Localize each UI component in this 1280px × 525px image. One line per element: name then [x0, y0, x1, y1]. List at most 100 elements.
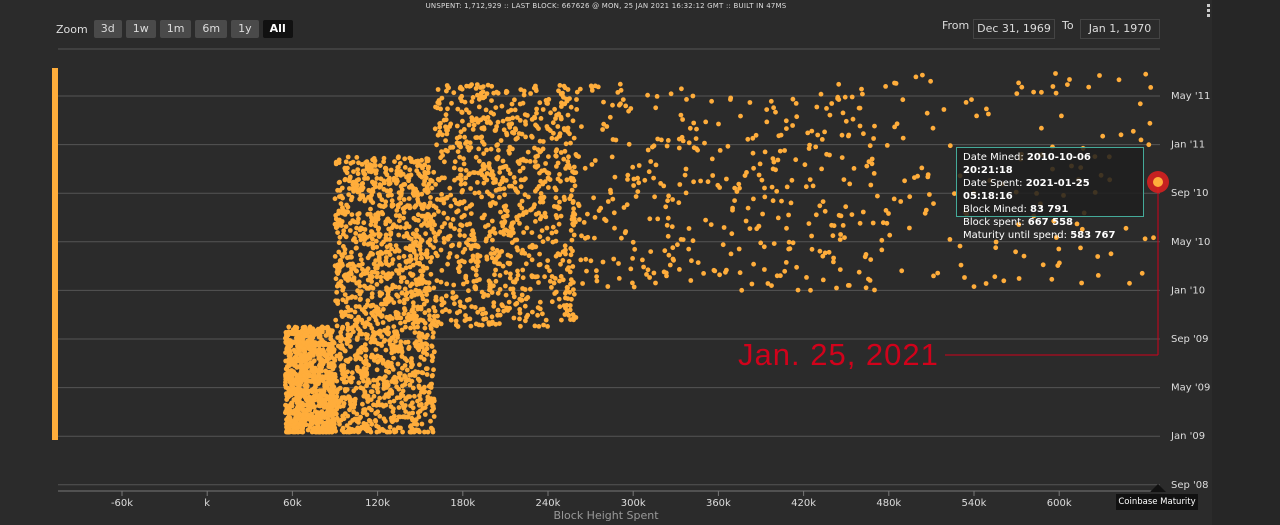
- data-point: [431, 305, 437, 310]
- data-point: [420, 165, 425, 171]
- data-point: [362, 171, 368, 177]
- data-point: [808, 287, 813, 293]
- more-menu-icon[interactable]: [1207, 4, 1211, 17]
- data-point: [457, 134, 463, 140]
- data-point: [437, 124, 443, 130]
- data-point: [433, 238, 438, 244]
- data-point: [355, 288, 360, 294]
- to-date-input[interactable]: Jan 1, 1970: [1080, 19, 1160, 39]
- data-point: [465, 144, 471, 150]
- data-point: [342, 176, 348, 182]
- data-point: [376, 329, 382, 335]
- data-point: [570, 118, 576, 124]
- data-point: [540, 139, 546, 144]
- data-point: [592, 235, 597, 241]
- data-point: [321, 397, 326, 403]
- data-point: [375, 270, 380, 276]
- data-point: [728, 97, 733, 102]
- data-point: [645, 147, 651, 153]
- data-point: [611, 210, 617, 216]
- data-point: [817, 203, 823, 209]
- data-point: [399, 327, 405, 333]
- data-point: [518, 177, 524, 183]
- data-point: [402, 156, 408, 162]
- data-point: [369, 325, 375, 331]
- zoom-1m-button[interactable]: 1m: [159, 20, 192, 38]
- data-point: [565, 285, 570, 291]
- data-point: [382, 203, 388, 209]
- data-point: [470, 253, 476, 259]
- data-point: [553, 229, 559, 235]
- data-point: [506, 232, 511, 238]
- data-point: [306, 346, 312, 352]
- data-point: [417, 408, 423, 414]
- data-point: [529, 134, 535, 140]
- data-point: [419, 191, 425, 197]
- data-point: [732, 185, 738, 191]
- data-point: [517, 310, 523, 316]
- data-point: [419, 370, 425, 375]
- data-point: [770, 166, 776, 172]
- data-point: [389, 350, 395, 356]
- data-point: [605, 284, 611, 289]
- zoom-3d-button[interactable]: 3d: [93, 20, 122, 38]
- data-point: [321, 413, 327, 418]
- data-point: [605, 199, 611, 204]
- data-point: [352, 322, 358, 328]
- data-point: [777, 148, 783, 154]
- data-point: [585, 234, 591, 240]
- data-point: [527, 244, 533, 250]
- data-point: [491, 283, 496, 289]
- data-point: [498, 229, 503, 235]
- data-point: [688, 278, 694, 283]
- data-point: [664, 222, 670, 228]
- data-point: [554, 204, 560, 210]
- data-point: [784, 126, 789, 131]
- zoom-6m-button[interactable]: 6m: [195, 20, 228, 38]
- data-point: [548, 110, 553, 116]
- data-point: [941, 107, 947, 112]
- data-point: [434, 297, 439, 303]
- data-point: [517, 101, 523, 107]
- data-point: [378, 274, 384, 280]
- data-point: [484, 171, 490, 176]
- data-point: [377, 428, 382, 434]
- data-point: [396, 374, 402, 380]
- data-point: [445, 261, 450, 267]
- data-point: [349, 212, 355, 218]
- data-point: [375, 306, 381, 311]
- data-point: [871, 171, 877, 176]
- data-point: [557, 172, 562, 177]
- data-point: [359, 331, 365, 337]
- data-point: [537, 306, 543, 312]
- data-point: [410, 321, 416, 327]
- data-point: [695, 260, 701, 265]
- data-point: [396, 405, 402, 410]
- data-point: [331, 339, 336, 345]
- data-point: [669, 224, 675, 230]
- from-date-input[interactable]: Dec 31, 1969: [973, 19, 1055, 39]
- data-point: [680, 237, 686, 243]
- data-point: [615, 90, 621, 95]
- data-point: [471, 279, 477, 284]
- y-tick-label: Jan '09: [1170, 431, 1205, 442]
- data-point: [303, 397, 309, 403]
- data-point: [349, 370, 355, 376]
- data-point: [355, 220, 361, 225]
- data-point: [357, 283, 363, 289]
- data-point: [374, 367, 380, 373]
- data-point: [826, 249, 832, 255]
- zoom-all-button[interactable]: All: [262, 20, 293, 38]
- data-point: [398, 339, 404, 345]
- data-point: [636, 180, 642, 186]
- data-point: [318, 367, 323, 373]
- zoom-1w-button[interactable]: 1w: [125, 20, 156, 38]
- data-point: [394, 417, 400, 423]
- data-point: [488, 110, 494, 115]
- data-point: [470, 237, 475, 242]
- data-point: [422, 325, 428, 331]
- data-point: [532, 159, 538, 164]
- data-point: [974, 113, 979, 119]
- zoom-1y-button[interactable]: 1y: [231, 20, 259, 38]
- coinbase-maturity-label[interactable]: Coinbase Maturity: [1116, 494, 1198, 510]
